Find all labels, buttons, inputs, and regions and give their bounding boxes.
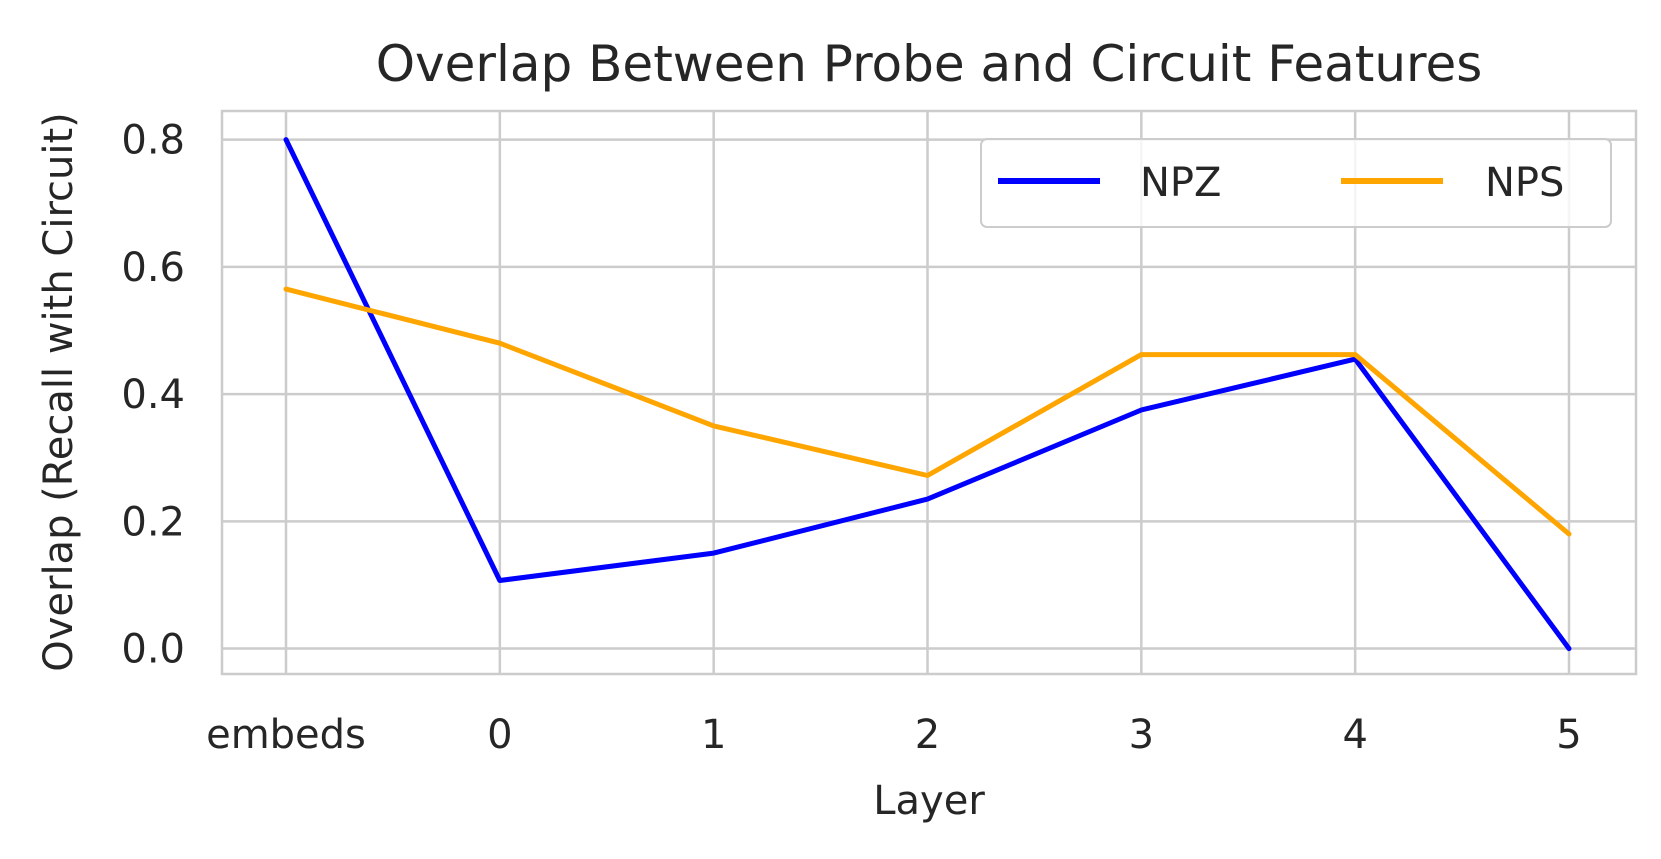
y-tick-label: 0.0 (121, 627, 185, 673)
series-line-nps (283, 286, 1572, 537)
x-tick-label: 0 (487, 712, 512, 758)
x-axis-label: Layer (873, 778, 985, 824)
y-tick-label: 0.6 (121, 245, 185, 291)
y-tick-label: 0.8 (121, 118, 185, 164)
plot-frame (220, 109, 1638, 676)
series-line-npz (283, 137, 1572, 652)
legend-label-npz: NPZ (1140, 160, 1221, 206)
legend: NPZ NPS (980, 138, 1612, 228)
x-tick-label: 4 (1342, 712, 1367, 758)
x-tick-labels: embeds 0 1 2 3 4 5 (206, 712, 1582, 758)
legend-box (980, 138, 1612, 228)
y-tick-label: 0.4 (121, 372, 185, 418)
x-tick-label: 1 (701, 712, 726, 758)
series-lines (283, 137, 1572, 652)
x-tick-label: 2 (915, 712, 940, 758)
chart-title: Overlap Between Probe and Circuit Featur… (376, 35, 1483, 93)
x-tick-label: 3 (1129, 712, 1154, 758)
legend-label-nps: NPS (1485, 160, 1564, 206)
x-tick-label: 5 (1556, 712, 1581, 758)
y-tick-label: 0.2 (121, 499, 185, 545)
y-axis-label: Overlap (Recall with Circuit) (36, 112, 82, 672)
y-tick-labels: 0.0 0.2 0.4 0.6 0.8 (121, 118, 185, 673)
x-tick-label: embeds (206, 712, 366, 758)
